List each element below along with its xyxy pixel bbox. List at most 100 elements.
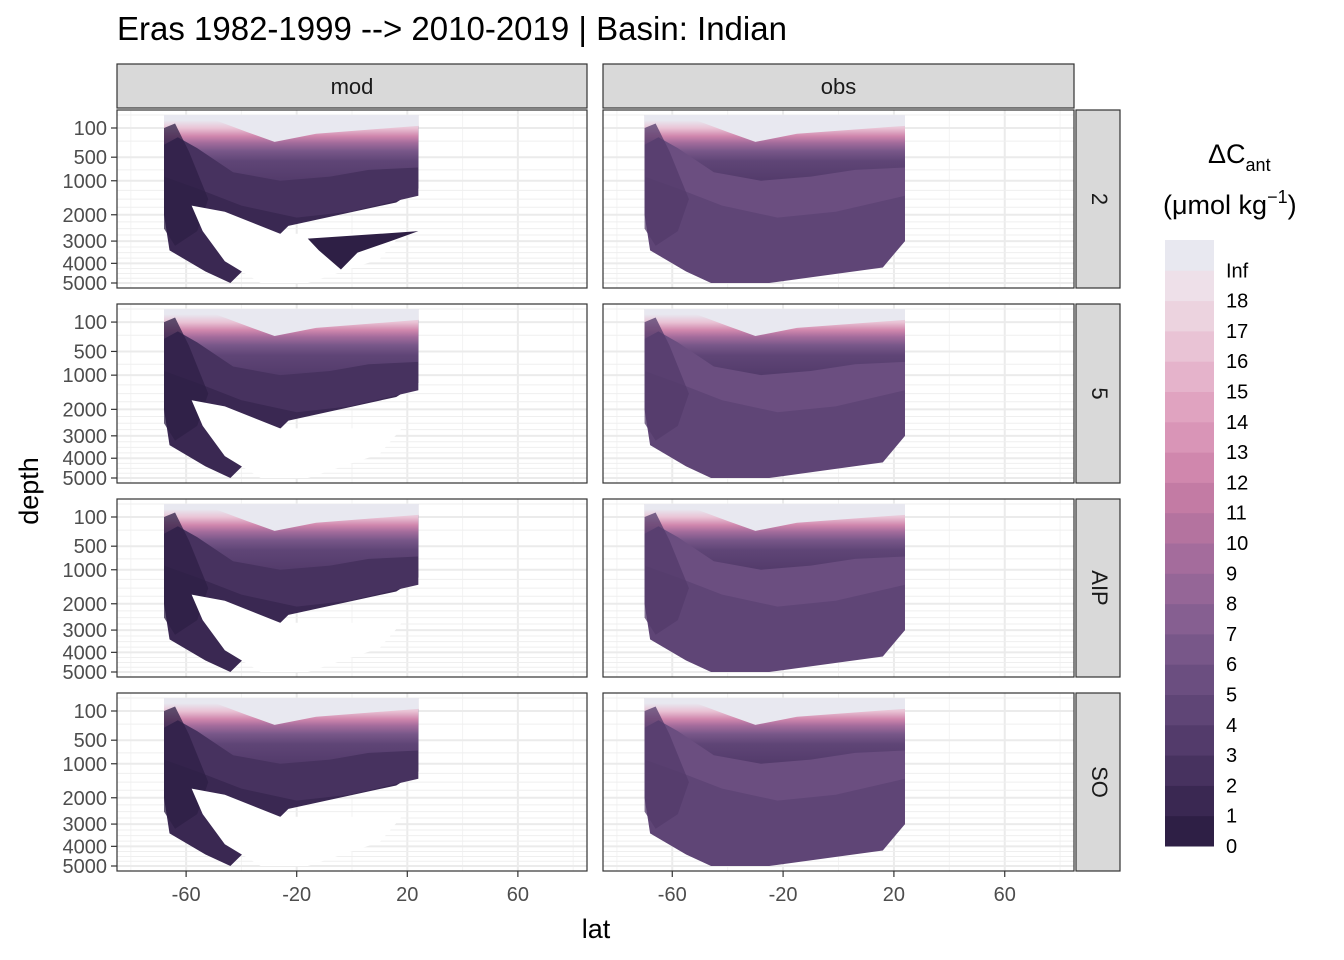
legend-swatch	[1165, 330, 1214, 362]
legend-swatch	[1165, 300, 1214, 332]
legend-swatch	[1165, 512, 1214, 544]
upper-water-region	[644, 309, 905, 376]
x-tick-label: -20	[282, 884, 311, 906]
y-tick-label: 2000	[63, 788, 108, 810]
legend-swatch	[1165, 421, 1214, 453]
panel-mod-SO	[116, 692, 588, 872]
southern-deep-tongue	[644, 123, 689, 246]
panel-border	[602, 109, 1075, 289]
legend-label: 5	[1226, 685, 1237, 707]
legend-label: 15	[1226, 382, 1248, 404]
y-tick-label: 3000	[63, 426, 108, 448]
y-tick-label: 500	[74, 341, 107, 363]
panel-obs-2	[602, 109, 1075, 289]
legend-swatch	[1165, 694, 1214, 726]
surface-saturated-region	[186, 115, 419, 142]
y-tick-label: 5000	[63, 273, 108, 295]
southern-deep-tongue	[644, 512, 689, 635]
legend-swatch	[1165, 633, 1214, 665]
legend-swatch	[1165, 482, 1214, 514]
x-tick-label: -60	[172, 884, 201, 906]
legend-label: 4	[1226, 715, 1237, 737]
y-tick-label: 500	[74, 147, 107, 169]
legend-swatch	[1165, 361, 1214, 392]
y-axis-label: depth	[14, 457, 44, 525]
panel-border	[116, 692, 588, 872]
panel-field	[164, 309, 419, 478]
strip-label: 5	[1087, 387, 1112, 399]
y-tick-label: 4000	[63, 448, 108, 470]
legend-swatch	[1165, 603, 1214, 635]
y-tick-label: 3000	[63, 814, 108, 836]
y-tick-label: 500	[74, 536, 107, 558]
legend-unit: (μmol kg−1)	[1163, 187, 1297, 220]
legend-label: 7	[1226, 624, 1237, 646]
upper-water-region	[644, 698, 905, 764]
y-tick-label: 3000	[63, 620, 108, 642]
x-tick-label: 20	[396, 884, 418, 906]
panel-border	[602, 498, 1075, 678]
legend-label: 8	[1226, 594, 1237, 616]
legend-swatch	[1165, 724, 1214, 756]
legend-label: 1	[1226, 806, 1237, 828]
legend-label: 18	[1226, 291, 1248, 313]
no-data-region	[191, 400, 402, 478]
strip-label: obs	[821, 74, 856, 99]
y-tick-label: 2000	[63, 399, 108, 421]
panel-border	[116, 109, 588, 289]
legend-swatch	[1165, 270, 1214, 302]
upper-water-region	[164, 309, 419, 376]
strip-row-2: 2	[1075, 109, 1121, 289]
legend-label: 17	[1226, 321, 1248, 343]
surface-saturated-region	[186, 309, 419, 337]
strip-obs: obs	[602, 63, 1075, 109]
legend-label: 16	[1226, 351, 1248, 373]
panel-obs-SO	[602, 692, 1075, 872]
legend-label: 0	[1226, 836, 1237, 858]
strip-label: mod	[331, 74, 374, 99]
legend-label: 9	[1226, 563, 1237, 585]
x-axis-mod: -60 -20 20 60	[172, 871, 529, 906]
x-tick-label: 20	[883, 884, 905, 906]
panel-obs-5	[602, 303, 1075, 484]
upper-water-region	[164, 698, 419, 764]
legend-swatch	[1165, 785, 1214, 817]
surface-saturated-region	[666, 698, 905, 725]
y-tick-label: 5000	[63, 468, 108, 490]
y-tick-label: 100	[74, 507, 107, 529]
legend-label: 12	[1226, 472, 1248, 494]
y-tick-label: 4000	[63, 642, 108, 664]
no-data-region	[191, 594, 402, 672]
legend-swatch	[1165, 815, 1214, 847]
surface-saturated-region	[666, 115, 905, 142]
panel-mod-5	[116, 303, 588, 484]
panel-field	[164, 504, 419, 672]
panel-mod-2	[116, 109, 588, 289]
surface-saturated-region	[666, 309, 905, 337]
upper-water-region	[644, 115, 905, 181]
x-tick-label: -60	[658, 884, 687, 906]
surface-saturated-region	[186, 698, 419, 725]
x-tick-label: 60	[994, 884, 1016, 906]
legend-label: 6	[1226, 654, 1237, 676]
southern-deep-tongue	[644, 706, 689, 829]
y-tick-label: 4000	[63, 836, 108, 858]
legend-swatch	[1165, 543, 1214, 574]
y-tick-label: 1000	[63, 560, 108, 582]
panel-field	[644, 115, 905, 283]
legend-label: 14	[1226, 412, 1248, 434]
upper-water-region	[164, 504, 419, 570]
strip-row-SO: SO	[1075, 692, 1121, 872]
panel-border	[602, 303, 1075, 484]
y-tick-label: 4000	[63, 253, 108, 275]
x-tick-label: 60	[507, 884, 529, 906]
strip-label: SO	[1087, 766, 1112, 798]
southern-deep-tongue	[644, 317, 689, 441]
no-data-region	[191, 205, 402, 283]
axes: 1005001000200030004000500010050010002000…	[63, 118, 1016, 906]
strip-mod: mod	[116, 63, 588, 109]
